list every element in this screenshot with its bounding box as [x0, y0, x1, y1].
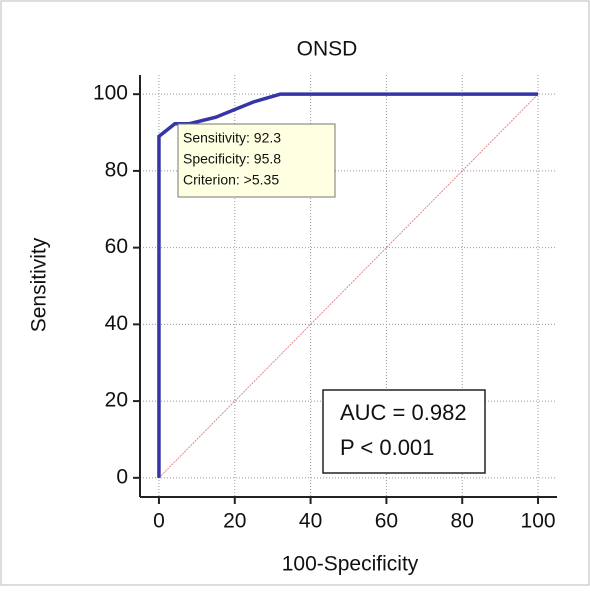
y-axis-label: Sensitivity — [28, 237, 51, 332]
y-tick-label: 20 — [105, 389, 128, 412]
x-tick-label: 20 — [223, 510, 246, 533]
y-tick-label: 80 — [105, 158, 128, 181]
tooltip-text: Specificity: 95.8 — [183, 151, 281, 167]
y-tick-label: 60 — [105, 235, 128, 258]
tooltip-box — [177, 123, 336, 198]
y-tick-label: 0 — [116, 465, 128, 488]
stats-text: P < 0.001 — [340, 435, 434, 460]
x-tick-label: 80 — [451, 510, 474, 533]
roc-curve — [157, 92, 539, 478]
x-axis-label: 100-Specificity — [282, 553, 419, 576]
y-tick-label: 40 — [105, 312, 128, 335]
chart-title: ONSD — [297, 38, 358, 61]
x-tick-label: 60 — [375, 510, 398, 533]
tooltip-text: Criterion: >5.35 — [183, 172, 279, 188]
stats-box — [322, 389, 486, 474]
x-tick-label: 40 — [299, 510, 322, 533]
tooltip-text: Sensitivity: 92.3 — [183, 130, 281, 146]
x-tick-label: 100 — [521, 510, 556, 533]
stats-text: AUC = 0.982 — [340, 400, 467, 425]
y-tick-label: 100 — [93, 82, 128, 105]
x-tick-label: 0 — [153, 510, 165, 533]
